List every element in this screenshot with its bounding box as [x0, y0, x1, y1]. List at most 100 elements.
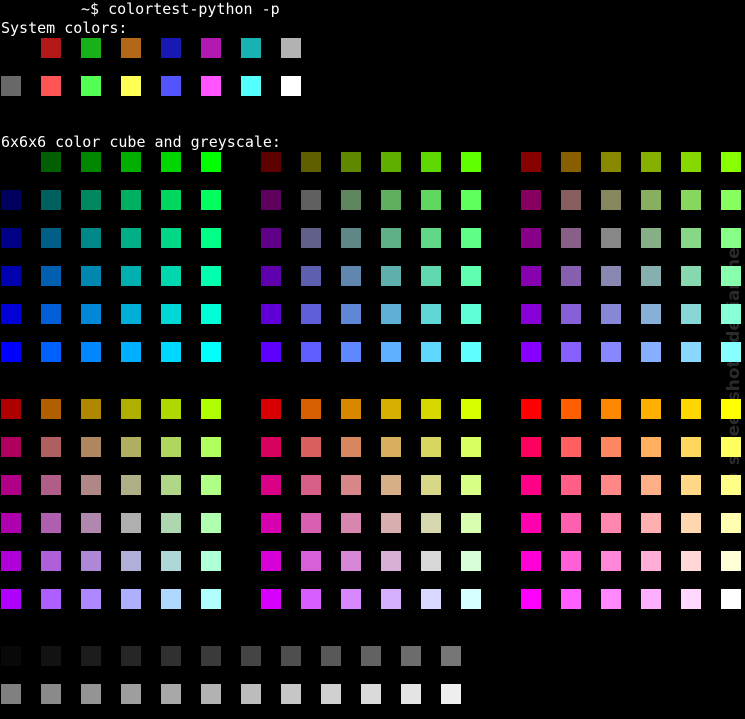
color-swatch [381, 513, 401, 533]
color-swatch [81, 304, 101, 324]
color-swatch [381, 190, 401, 210]
color-swatch [681, 342, 701, 362]
color-swatch [721, 513, 741, 533]
color-swatch [161, 437, 181, 457]
color-swatch [561, 437, 581, 457]
color-swatch [601, 551, 621, 571]
color-swatch [121, 76, 141, 96]
color-swatch [121, 684, 141, 704]
color-swatch [681, 304, 701, 324]
color-swatch [281, 38, 301, 58]
color-swatch [81, 513, 101, 533]
color-swatch [201, 684, 221, 704]
color-swatch [81, 152, 101, 172]
color-swatch [201, 589, 221, 609]
color-swatch [461, 190, 481, 210]
color-swatch [381, 152, 401, 172]
color-swatch [1, 684, 21, 704]
section-label: System colors: [1, 19, 128, 37]
color-swatch [121, 589, 141, 609]
color-swatch [521, 190, 541, 210]
color-swatch [721, 190, 741, 210]
color-swatch [561, 342, 581, 362]
color-swatch [321, 646, 341, 666]
color-swatch [421, 152, 441, 172]
color-swatch [201, 152, 221, 172]
color-swatch [261, 475, 281, 495]
color-swatch [341, 437, 361, 457]
color-swatch [41, 228, 61, 248]
color-swatch [161, 342, 181, 362]
color-swatch [1, 551, 21, 571]
color-swatch [361, 684, 381, 704]
color-swatch [41, 304, 61, 324]
color-swatch [121, 190, 141, 210]
color-swatch [261, 589, 281, 609]
color-swatch [301, 551, 321, 571]
color-swatch [161, 190, 181, 210]
color-swatch [41, 152, 61, 172]
color-swatch [81, 437, 101, 457]
color-swatch [121, 513, 141, 533]
color-swatch [301, 513, 321, 533]
color-swatch [521, 437, 541, 457]
color-swatch [1, 399, 21, 419]
color-swatch [521, 399, 541, 419]
color-swatch [121, 399, 141, 419]
color-swatch [561, 152, 581, 172]
color-swatch [381, 304, 401, 324]
color-swatch [121, 342, 141, 362]
color-swatch [1, 437, 21, 457]
color-swatch [41, 684, 61, 704]
color-swatch [261, 437, 281, 457]
color-swatch [461, 551, 481, 571]
color-swatch [301, 399, 321, 419]
color-swatch [261, 190, 281, 210]
section-label: 6x6x6 color cube and greyscale: [1, 133, 281, 151]
color-swatch [641, 228, 661, 248]
color-swatch [461, 342, 481, 362]
color-swatch [601, 152, 621, 172]
color-swatch [161, 646, 181, 666]
color-swatch [341, 399, 361, 419]
color-swatch [341, 190, 361, 210]
color-swatch [41, 190, 61, 210]
color-swatch [261, 304, 281, 324]
color-swatch [421, 513, 441, 533]
color-swatch [121, 228, 141, 248]
color-swatch [641, 399, 661, 419]
color-swatch [81, 551, 101, 571]
color-swatch [641, 266, 661, 286]
color-swatch [121, 646, 141, 666]
color-swatch [381, 437, 401, 457]
color-swatch [521, 152, 541, 172]
color-swatch [1, 304, 21, 324]
color-swatch [721, 589, 741, 609]
color-swatch [601, 190, 621, 210]
color-swatch [261, 228, 281, 248]
color-swatch [201, 551, 221, 571]
color-swatch [681, 228, 701, 248]
color-swatch [1, 228, 21, 248]
color-swatch [721, 266, 741, 286]
color-swatch [121, 437, 141, 457]
color-swatch [681, 589, 701, 609]
color-swatch [1, 76, 21, 96]
color-swatch [161, 38, 181, 58]
color-swatch [201, 228, 221, 248]
color-swatch [121, 38, 141, 58]
color-swatch [121, 475, 141, 495]
color-swatch [381, 266, 401, 286]
color-swatch [41, 589, 61, 609]
color-swatch [261, 513, 281, 533]
color-swatch [341, 304, 361, 324]
color-swatch [681, 152, 701, 172]
color-swatch [281, 76, 301, 96]
color-swatch [81, 399, 101, 419]
color-swatch [201, 513, 221, 533]
color-swatch [321, 684, 341, 704]
color-swatch [301, 437, 321, 457]
command-prompt: ~$ colortest-python -p [81, 0, 280, 18]
color-swatch [41, 38, 61, 58]
